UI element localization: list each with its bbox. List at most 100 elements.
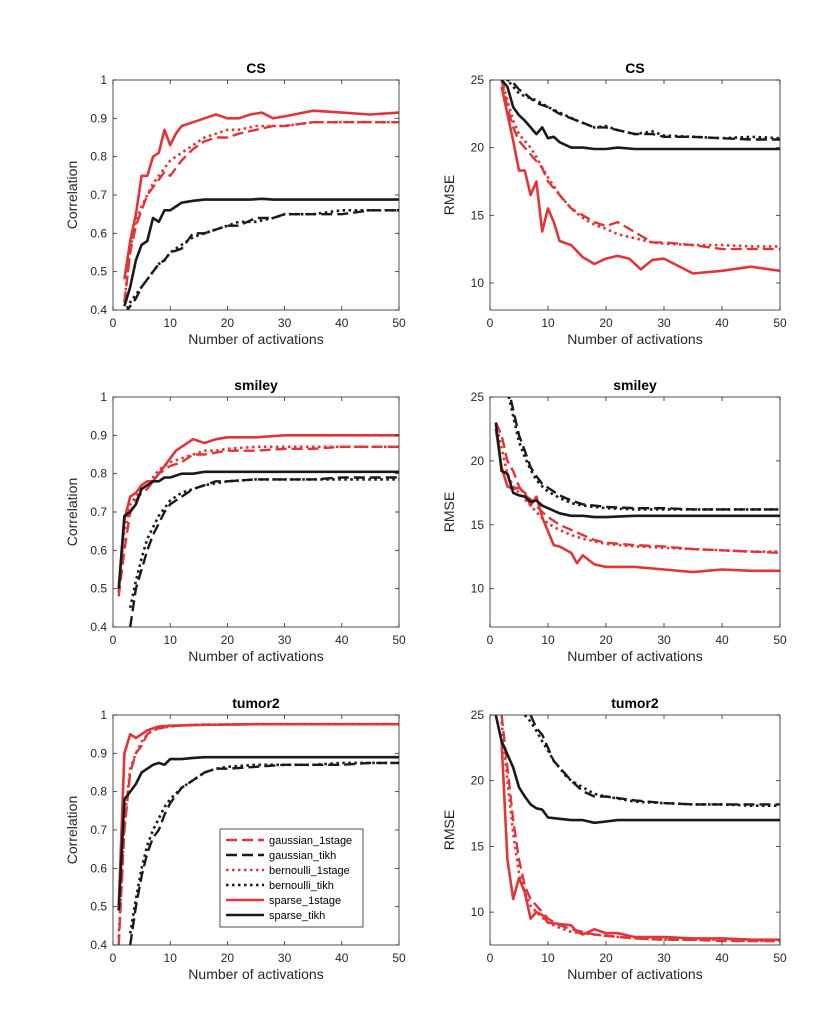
x-axis-label: Number of activations (567, 331, 702, 347)
x-tick-label: 0 (487, 316, 494, 330)
series-line-gaussian-tikh (129, 476, 399, 627)
y-tick-label: 20 (471, 141, 485, 155)
series-line-bernoulli-tikh (128, 478, 399, 609)
y-tick-label: 0.4 (90, 620, 107, 634)
y-tick-label: 0.5 (90, 900, 107, 914)
y-tick-label: 0.9 (90, 428, 107, 442)
series-group (123, 109, 399, 310)
y-tick-label: 0.9 (90, 111, 107, 125)
series-line-sparse-tikh (117, 755, 399, 911)
legend-label: sparse_1stage (269, 895, 341, 907)
x-tick-label: 0 (110, 951, 117, 965)
y-tick-label: 1 (100, 390, 107, 404)
y-tick-label: 0.8 (90, 785, 107, 799)
series-line-sparse-1stage (494, 428, 780, 574)
series-line-sparse-tikh (494, 715, 780, 825)
chart-title: CS (246, 60, 265, 76)
legend-label: sparse_tikh (269, 910, 325, 922)
y-tick-label: 0.8 (90, 467, 107, 481)
x-tick-label: 50 (392, 633, 406, 647)
y-tick-label: 0.7 (90, 823, 107, 837)
legend-label: bernoulli_1stage (269, 865, 350, 877)
y-tick-label: 20 (471, 774, 485, 788)
x-tick-label: 40 (335, 633, 349, 647)
series-line-bernoulli-tikh (507, 397, 780, 511)
series-line-gaussian-tikh (529, 715, 780, 806)
y-tick-label: 0.5 (90, 582, 107, 596)
x-axis-label: Number of activations (188, 648, 323, 664)
x-tick-label: 40 (335, 951, 349, 965)
x-tick-label: 20 (599, 316, 613, 330)
x-tick-label: 30 (278, 633, 292, 647)
y-tick-label: 0.5 (90, 265, 107, 279)
chart-title: smiley (613, 377, 657, 393)
series-line-bernoulli-1stage (494, 422, 780, 553)
series-line-sparse-1stage (117, 722, 399, 907)
x-tick-label: 40 (715, 951, 729, 965)
series-line-sparse-tikh (500, 80, 780, 151)
series-group (494, 397, 780, 574)
x-tick-label: 10 (541, 951, 555, 965)
x-tick-label: 50 (392, 951, 406, 965)
series-line-bernoulli-1stage (123, 120, 399, 303)
chart-panel-6: 0 10 20 30 40 50 10 15 20 25 tumor2 Number of activ… (441, 695, 787, 982)
y-tick-label: 25 (471, 708, 485, 722)
series-line-bernoulli-1stage (500, 80, 780, 248)
x-tick-label: 50 (773, 633, 787, 647)
y-tick-label: 0.6 (90, 543, 107, 557)
chart-panel-3: 0 10 20 30 40 50 0.4 0.5 0.6 0.7 0.8 0.9 1 smiley Numb… (64, 377, 406, 664)
y-tick-label: 10 (471, 276, 485, 290)
y-tick-label: 10 (471, 905, 485, 919)
series-line-bernoulli-tikh (124, 209, 399, 310)
x-tick-label: 20 (221, 951, 235, 965)
series-line-sparse-1stage (500, 86, 780, 275)
x-tick-label: 50 (773, 951, 787, 965)
x-axis-label: Number of activations (188, 966, 323, 982)
chart-panel-5: 0 10 20 30 40 50 0.4 0.5 0.6 0.7 0.8 0.9 1 tumor2 Numb… (64, 695, 406, 982)
y-axis-label: RMSE (441, 810, 457, 850)
series-line-sparse-1stage (117, 433, 399, 593)
series-line-sparse-1stage (500, 741, 780, 942)
series-line-bernoulli-1stage (500, 721, 780, 943)
x-tick-label: 30 (278, 951, 292, 965)
x-axis-label: Number of activations (567, 966, 702, 982)
chart-title: CS (625, 60, 644, 76)
x-tick-label: 20 (599, 951, 613, 965)
y-axis-label: Correlation (64, 161, 80, 229)
series-group (117, 433, 399, 627)
y-tick-label: 1 (100, 708, 107, 722)
y-tick-label: 0.8 (90, 150, 107, 164)
series-group (500, 80, 780, 275)
chart-title: tumor2 (232, 695, 280, 711)
legend-label: gaussian_tikh (269, 850, 336, 862)
legend-label: gaussian_1stage (269, 835, 352, 847)
series-group (117, 722, 399, 945)
y-tick-label: 0.7 (90, 188, 107, 202)
y-tick-label: 0.4 (90, 938, 107, 952)
series-group (494, 715, 780, 943)
y-tick-label: 15 (471, 208, 485, 222)
series-line-sparse-tikh (494, 422, 780, 519)
x-tick-label: 0 (110, 316, 117, 330)
x-tick-label: 20 (221, 316, 235, 330)
series-line-gaussian-tikh (125, 209, 399, 310)
x-tick-label: 10 (164, 633, 178, 647)
series-line-bernoulli-tikh (505, 80, 780, 140)
y-tick-label: 20 (471, 454, 485, 468)
x-tick-label: 30 (278, 316, 292, 330)
y-axis-label: Correlation (64, 478, 80, 546)
y-tick-label: 25 (471, 73, 485, 87)
chart-panel-4: 0 10 20 30 40 50 10 15 20 25 smiley Number of activ… (441, 377, 787, 664)
legend-label: bernoulli_tikh (269, 880, 334, 892)
y-tick-label: 1 (100, 73, 107, 87)
series-line-sparse-tikh (117, 470, 399, 589)
x-tick-label: 0 (110, 633, 117, 647)
legend-box (219, 828, 364, 928)
x-tick-label: 10 (164, 316, 178, 330)
x-axis-label: Number of activations (567, 648, 702, 664)
x-tick-label: 30 (657, 951, 671, 965)
series-line-gaussian-tikh (509, 397, 780, 511)
x-tick-label: 10 (541, 633, 555, 647)
y-axis-label: Correlation (64, 796, 80, 864)
